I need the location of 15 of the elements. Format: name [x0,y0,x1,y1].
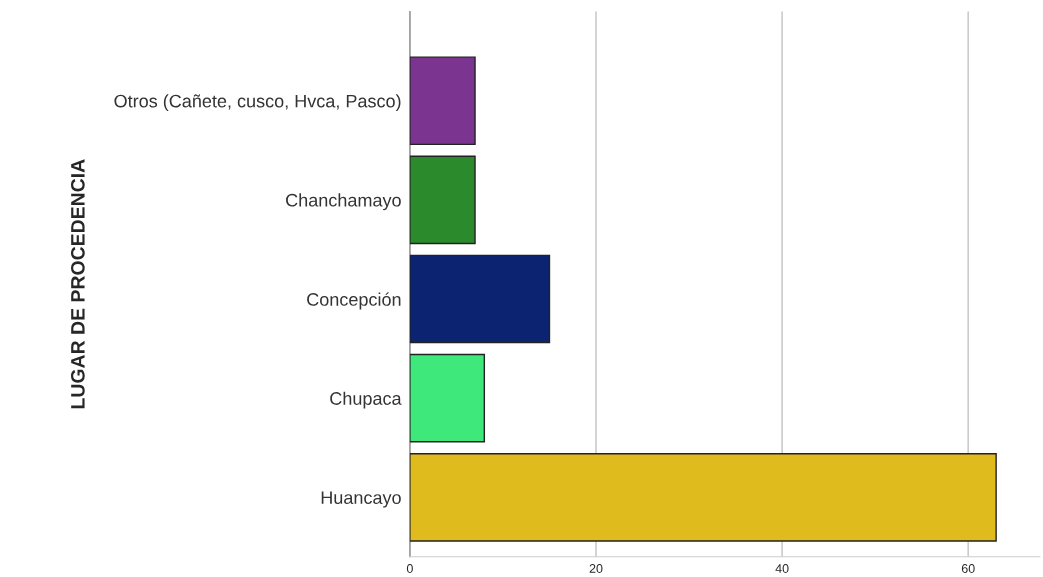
y-tick-label: Otros (Cañete, cusco, Hvca, Pasco) [114,94,401,112]
bar [409,155,476,245]
y-tick-label: Huancayo [321,491,401,508]
bar [409,254,551,344]
y-tick-label: Concepción [307,292,401,310]
bar [409,56,476,146]
y-tick-label: Chupaca [330,391,402,409]
y-axis-title: LUGAR DE PROCEDENCIA [70,159,85,409]
x-tick-label: 40 [775,564,789,573]
bar [409,453,997,542]
bar [409,353,486,443]
y-tick-label: Chanchamayo [286,193,401,211]
x-tick-label: 20 [589,564,603,573]
x-tick-label: 60 [961,564,975,573]
x-tick-label: 0 [406,564,413,573]
